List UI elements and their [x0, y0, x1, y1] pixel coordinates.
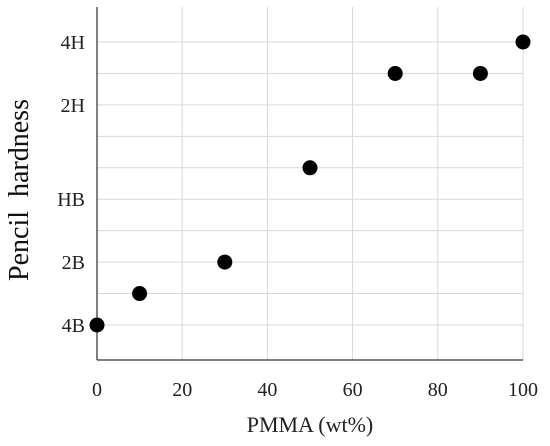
data-point: [89, 317, 105, 333]
data-point: [515, 34, 531, 50]
y-axis-title: Pencil hardness: [4, 99, 35, 281]
grid: [97, 7, 524, 360]
data-points: [89, 34, 531, 333]
x-tick-label: 80: [428, 379, 448, 401]
y-tick-label: 4B: [62, 315, 85, 337]
x-tick-labels: 0 20 40 60 80 100: [92, 379, 538, 401]
x-tick-label: 60: [343, 379, 363, 401]
data-point: [217, 254, 233, 270]
x-tick-label: 0: [92, 379, 102, 401]
axes: [96, 7, 523, 361]
x-tick-label: 40: [257, 379, 277, 401]
x-tick-label: 20: [172, 379, 192, 401]
y-tick-label: HB: [57, 189, 85, 211]
data-point: [387, 65, 403, 81]
y-tick-label: 2B: [62, 252, 85, 274]
data-point: [472, 65, 488, 81]
data-point: [302, 160, 318, 176]
y-tick-labels: 4B 2B HB 2H 4H: [57, 32, 85, 337]
y-tick-label: 4H: [61, 32, 85, 54]
data-point: [132, 286, 148, 302]
x-axis-title: PMMA (wt%): [247, 412, 374, 437]
x-tick-label: 100: [508, 379, 538, 401]
y-tick-label: 2H: [61, 95, 85, 117]
